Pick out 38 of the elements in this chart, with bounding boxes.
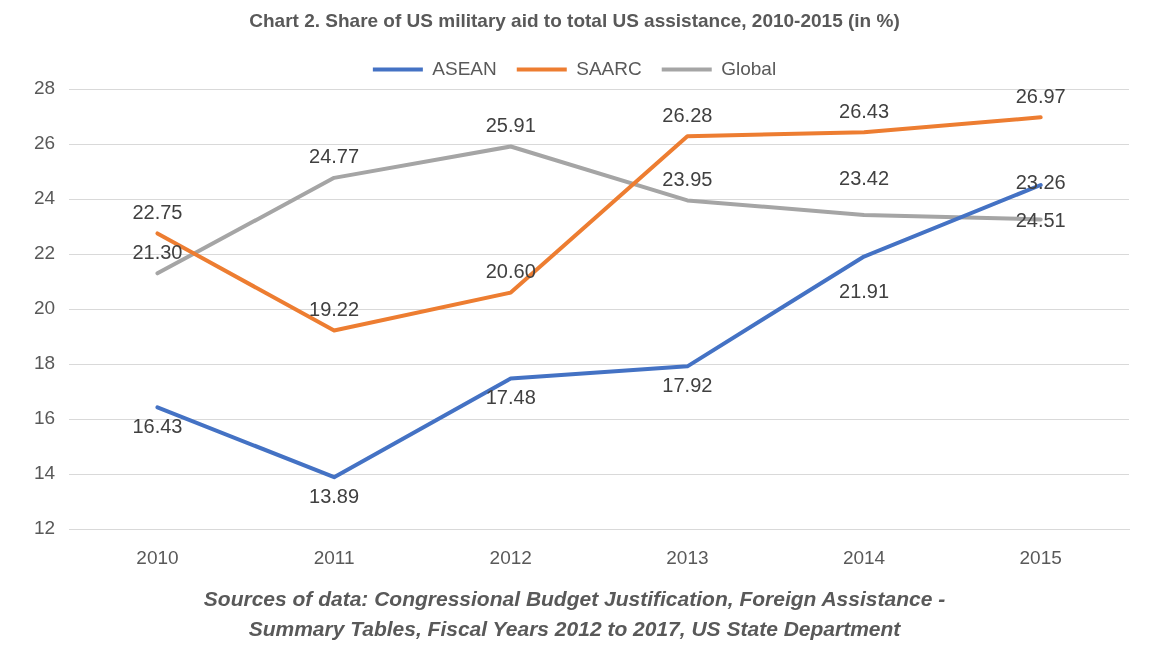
data-label: 25.91 (485, 114, 536, 137)
data-label: 26.97 (1015, 84, 1066, 107)
data-label: 17.48 (485, 385, 536, 408)
y-tick-label: 20 (33, 297, 56, 319)
data-label: 26.43 (839, 99, 890, 122)
data-label: 16.43 (132, 414, 183, 437)
y-tick-label: 12 (33, 517, 56, 539)
data-label: 24.77 (309, 145, 360, 168)
y-tick-label: 24 (33, 187, 56, 209)
x-tick-label: 2015 (1019, 546, 1062, 568)
y-tick-label: 26 (33, 132, 56, 154)
y-tick-label: 18 (33, 352, 56, 374)
data-label: 26.28 (662, 103, 713, 126)
y-tick-label: 16 (33, 407, 56, 429)
data-label: 21.91 (839, 280, 890, 303)
x-tick-label: 2011 (313, 546, 355, 568)
source-note: Sources of data: Congressional Budget Justification, Foreign Assistance - Summary Tables, Fiscal Years 2012 to 2017, US State Department (202, 586, 947, 642)
x-tick-label: 2012 (489, 546, 532, 568)
y-tick-label: 14 (33, 462, 56, 484)
data-label: 19.22 (309, 298, 360, 321)
data-label: 23.26 (1015, 170, 1066, 193)
legend-label: ASEAN (432, 57, 497, 79)
data-label: 23.42 (839, 166, 890, 189)
data-label: 22.75 (132, 200, 183, 223)
y-tick-label: 22 (33, 242, 56, 264)
data-label: 17.92 (662, 373, 713, 396)
legend-label: Global (721, 57, 777, 79)
data-label: 20.60 (485, 260, 536, 283)
data-label: 21.30 (132, 240, 183, 263)
data-label: 23.95 (662, 167, 713, 190)
chart-title: Chart 2. Share of US military aid to total US assistance, 2010-2015 (in %) (248, 10, 901, 32)
x-tick-label: 2013 (666, 546, 709, 568)
x-tick-label: 2010 (136, 546, 179, 568)
legend-label: SAARC (576, 57, 642, 79)
y-tick-label: 28 (33, 77, 56, 99)
x-tick-label: 2014 (842, 546, 886, 568)
data-label: 13.89 (309, 484, 360, 507)
data-label: 24.51 (1015, 208, 1066, 231)
